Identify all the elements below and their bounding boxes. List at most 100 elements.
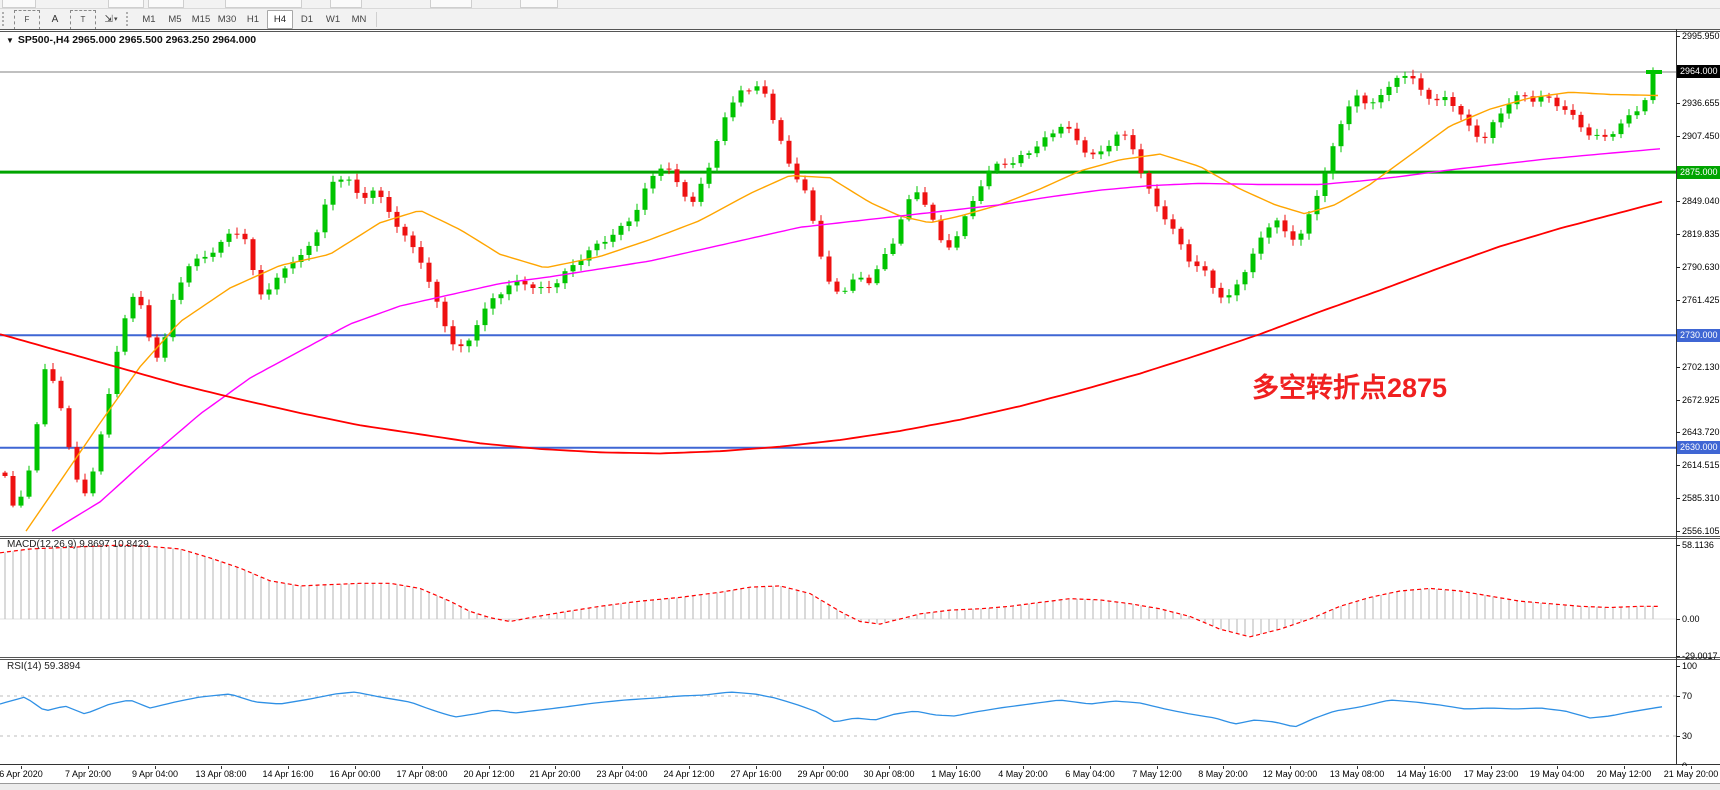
time-tick-label: 7 Apr 20:00 bbox=[64, 769, 112, 779]
price-tick-label: 2556.105 bbox=[1682, 526, 1720, 536]
text-box-tool-icon: T bbox=[80, 14, 86, 24]
rsi-tick bbox=[1676, 736, 1680, 737]
rsi-tick bbox=[1676, 696, 1680, 697]
toolbar-grip[interactable] bbox=[2, 12, 9, 26]
timeframe-button-M5[interactable]: M5 bbox=[168, 14, 182, 25]
time-tick-label: 6 May 04:00 bbox=[1065, 769, 1115, 779]
arrow-tool[interactable]: ⇲ ▾ bbox=[100, 11, 122, 27]
cropped-button-1 bbox=[108, 0, 144, 8]
price-tick bbox=[1676, 367, 1680, 368]
timeframe-group: M1 M5 M15 M30 H1 H4 D1 W1 MN bbox=[136, 9, 372, 29]
timeframe-button-W1[interactable]: W1 bbox=[325, 14, 341, 25]
time-tick bbox=[1223, 766, 1224, 769]
time-tick bbox=[956, 766, 957, 769]
price-tick-label: 2702.130 bbox=[1682, 362, 1720, 372]
time-tick bbox=[489, 766, 490, 769]
price-tick-label: 2585.310 bbox=[1682, 493, 1720, 503]
time-tick bbox=[1491, 766, 1492, 769]
status-strip-cropped bbox=[0, 783, 1720, 790]
rsi-indicator-panel[interactable] bbox=[0, 661, 1676, 764]
timeframe-button-M30[interactable]: M30 bbox=[217, 14, 237, 25]
timeframe-button-MN[interactable]: MN bbox=[351, 14, 367, 25]
rsi-tick-label: 100 bbox=[1682, 661, 1698, 671]
time-tick-label: 20 May 12:00 bbox=[1596, 769, 1652, 779]
toolbar-separator bbox=[376, 11, 377, 27]
time-tick bbox=[288, 766, 289, 769]
price-tick-label: 2849.040 bbox=[1682, 196, 1720, 206]
price-tick bbox=[1676, 234, 1680, 235]
price-tick bbox=[1676, 36, 1680, 37]
time-axis[interactable]: 6 Apr 2020 7 Apr 20:00 9 Apr 04:00 13 Apr 0… bbox=[0, 766, 1720, 783]
chart-top-border-2 bbox=[0, 31, 1720, 32]
time-tick-label: 17 Apr 08:00 bbox=[396, 769, 448, 779]
cropped-button-2 bbox=[148, 0, 184, 8]
text-label-tool[interactable]: A bbox=[44, 11, 66, 27]
time-tick-label: 21 May 20:00 bbox=[1663, 769, 1719, 779]
timeframe-button-M15[interactable]: M15 bbox=[191, 14, 211, 25]
macd-indicator-panel[interactable] bbox=[0, 540, 1676, 657]
symbol-ohlc-title[interactable]: ▼ SP500-,H4 2965.000 2965.500 2963.250 29… bbox=[6, 34, 256, 46]
macd-label: MACD(12,26,9) 9.8697 10.8429 bbox=[7, 539, 149, 550]
time-tick bbox=[1090, 766, 1091, 769]
time-tick-label: 9 Apr 04:00 bbox=[131, 769, 179, 779]
macd-rsi-separator[interactable] bbox=[0, 657, 1720, 658]
drawing-tools-group: F A T ⇲ ▾ bbox=[12, 9, 124, 30]
price-tick-label: 2643.720 bbox=[1682, 427, 1720, 437]
price-tick-label: 2995.950 bbox=[1682, 31, 1720, 41]
time-tick-label: 17 May 23:00 bbox=[1463, 769, 1519, 779]
price-tick bbox=[1676, 267, 1680, 268]
time-tick-label: 13 May 08:00 bbox=[1329, 769, 1385, 779]
price-badge-2630.000: 2630.000 bbox=[1677, 441, 1720, 454]
rsi-tick bbox=[1676, 666, 1680, 667]
price-badge-2964.000: 2964.000 bbox=[1677, 65, 1720, 78]
time-tick bbox=[221, 766, 222, 769]
macd-tick bbox=[1676, 619, 1680, 620]
time-tick-label: 14 Apr 16:00 bbox=[262, 769, 314, 779]
macd-tick bbox=[1676, 545, 1680, 546]
price-tick bbox=[1676, 400, 1680, 401]
price-tick-label: 2614.515 bbox=[1682, 460, 1720, 470]
price-badge-2875.000: 2875.000 bbox=[1677, 166, 1720, 179]
cropped-button-0 bbox=[2, 0, 36, 8]
price-tick-label: 2761.425 bbox=[1682, 295, 1720, 305]
time-tick bbox=[555, 766, 556, 769]
chart-top-border bbox=[0, 29, 1720, 30]
symbol-ohlc-text: SP500-,H4 2965.000 2965.500 2963.250 296… bbox=[17, 34, 257, 46]
price-tick bbox=[1676, 498, 1680, 499]
time-tick-label: 20 Apr 12:00 bbox=[463, 769, 515, 779]
main-macd-separator[interactable] bbox=[0, 536, 1720, 537]
timeframe-button-H1[interactable]: H1 bbox=[246, 14, 260, 25]
timeframe-button-D1[interactable]: D1 bbox=[300, 14, 314, 25]
main-macd-separator-2 bbox=[0, 538, 1720, 539]
text-label-tool-icon: A bbox=[51, 13, 59, 25]
time-tick-label: 4 May 20:00 bbox=[998, 769, 1048, 779]
time-tick-label: 7 May 12:00 bbox=[1132, 769, 1182, 779]
rsi-bottom-border bbox=[0, 764, 1720, 765]
upper-toolbar-cropped bbox=[0, 0, 1720, 9]
price-badge-2730.000: 2730.000 bbox=[1677, 329, 1720, 342]
time-tick-label: 1 May 16:00 bbox=[931, 769, 981, 779]
price-tick-label: 2790.630 bbox=[1682, 262, 1720, 272]
price-tick bbox=[1676, 201, 1680, 202]
time-tick bbox=[1424, 766, 1425, 769]
main-price-chart[interactable] bbox=[0, 32, 1676, 535]
price-tick bbox=[1676, 531, 1680, 532]
timeframe-button-M1[interactable]: M1 bbox=[142, 14, 156, 25]
cropped-button-6 bbox=[520, 0, 558, 8]
time-tick bbox=[689, 766, 690, 769]
cropped-button-4 bbox=[330, 0, 362, 8]
toolbar: F A T ⇲ ▾ M1 M5 M15 M30 H1 H4 D1 W1 MN bbox=[0, 9, 1720, 30]
price-tick bbox=[1676, 136, 1680, 137]
timeframe-button-H4[interactable]: H4 bbox=[267, 10, 293, 29]
cropped-button-5 bbox=[430, 0, 472, 8]
macd-tick-label: -29.0017 bbox=[1682, 651, 1718, 661]
toolbar-grip-2[interactable] bbox=[126, 12, 133, 26]
rsi-tick-label: 30 bbox=[1682, 731, 1693, 741]
pointer-mode-tool[interactable]: F bbox=[14, 9, 40, 30]
macd-tick bbox=[1676, 656, 1680, 657]
time-tick-label: 6 Apr 2020 bbox=[0, 769, 43, 779]
price-tick bbox=[1676, 432, 1680, 433]
text-box-tool[interactable]: T bbox=[70, 9, 96, 30]
price-tick-label: 2819.835 bbox=[1682, 229, 1720, 239]
